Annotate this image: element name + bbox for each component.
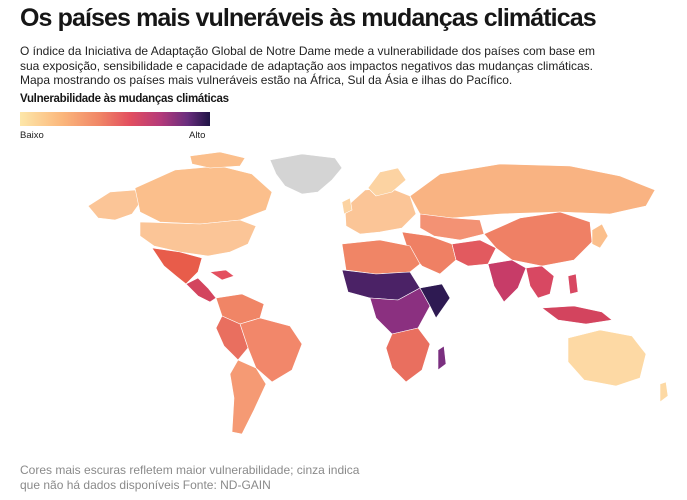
region-madagascar <box>437 345 447 371</box>
legend-low-label: Baixo <box>20 130 44 141</box>
region-central-asia <box>419 213 485 241</box>
map-title: Os países mais vulneráveis às mudanças c… <box>20 4 597 32</box>
region-russia <box>409 163 656 219</box>
region-north-africa <box>341 239 421 275</box>
world-map <box>87 151 669 435</box>
footnote: Cores mais escuras refletem maior vulner… <box>20 463 359 493</box>
description-line: Mapa mostrando os países mais vulnerávei… <box>20 73 513 87</box>
region-mexico <box>151 247 203 285</box>
region-china <box>483 211 593 267</box>
region-japan <box>591 223 609 249</box>
description: O índice da Iniciativa de Adaptação Glob… <box>20 44 680 88</box>
region-horn-of-africa <box>419 283 451 319</box>
region-uk <box>341 197 353 215</box>
region-new-zealand <box>659 381 669 403</box>
legend-high-label: Alto <box>189 130 206 141</box>
region-brazil <box>239 317 303 383</box>
region-central-africa <box>369 287 431 335</box>
region-greenland <box>269 153 343 195</box>
footnote-line: que não há dados disponíveis Fonte: ND-G… <box>20 478 271 492</box>
region-southern-cone <box>229 359 267 435</box>
region-arctic-islands <box>189 151 246 169</box>
region-iran-pakistan <box>451 239 497 267</box>
region-australia <box>567 329 647 387</box>
region-alaska <box>87 189 143 221</box>
legend-color-scale <box>20 112 210 126</box>
description-line: O índice da Iniciativa de Adaptação Glob… <box>20 44 596 58</box>
description-line: sua exposição, sensibilidade e capacidad… <box>20 58 594 73</box>
region-central-america <box>185 277 217 303</box>
region-india <box>487 259 527 303</box>
region-canada <box>134 165 273 225</box>
region-usa <box>139 219 257 257</box>
legend-title: Vulnerabilidade às mudanças climáticas <box>20 93 229 105</box>
region-caribbean <box>209 269 235 281</box>
region-southern-africa <box>385 327 431 383</box>
region-scandinavia <box>367 167 407 197</box>
footnote-line: Cores mais escuras refletem maior vulner… <box>20 463 360 477</box>
region-indonesia <box>541 305 613 325</box>
region-southeast-asia <box>525 265 555 299</box>
region-philippines <box>567 273 579 295</box>
